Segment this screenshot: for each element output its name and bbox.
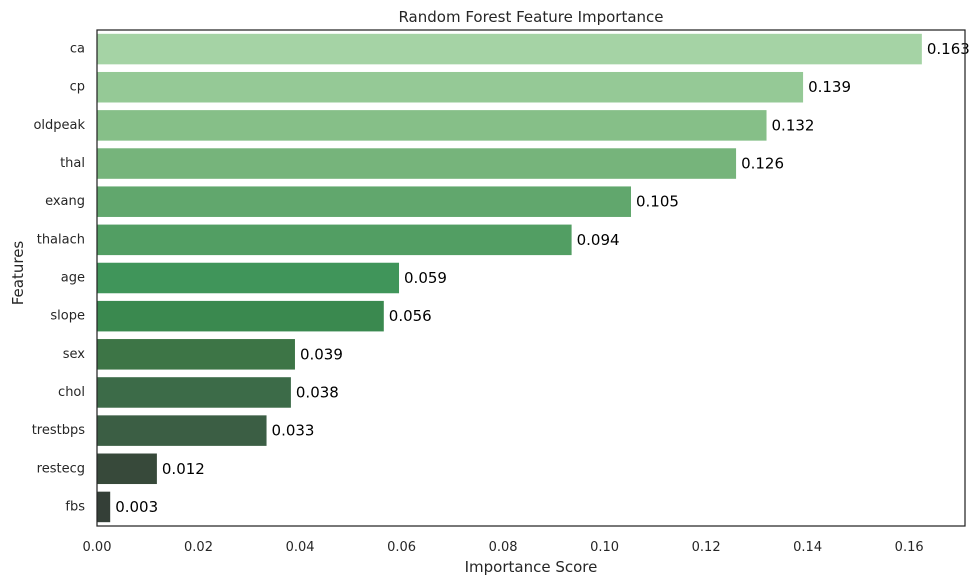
data-label-fbs: 0.003: [115, 498, 158, 516]
bar-slope: [97, 300, 384, 332]
x-tick-label: 0.08: [489, 540, 518, 555]
bar-exang: [97, 186, 631, 217]
data-label-chol: 0.038: [296, 383, 339, 401]
data-label-exang: 0.105: [636, 193, 679, 211]
data-label-sex: 0.039: [300, 345, 343, 363]
y-tick-label-trestbps: trestbps: [32, 423, 86, 438]
bar-sex: [97, 339, 295, 370]
data-label-slope: 0.056: [389, 307, 432, 325]
y-tick-label-sex: sex: [63, 347, 86, 362]
bar-chol: [97, 377, 291, 408]
x-tick-label: 0.16: [895, 540, 924, 555]
x-tick-label: 0.00: [83, 540, 112, 555]
y-axis-label: Features: [9, 241, 27, 306]
data-label-cp: 0.139: [808, 78, 851, 96]
bars-group: [97, 33, 922, 523]
y-tick-label-ca: ca: [70, 42, 85, 57]
y-tick-label-slope: slope: [50, 309, 85, 324]
bar-thal: [97, 148, 737, 179]
y-tick-labels: ca cp oldpeak thal exang thalach age slope sex ch…: [32, 42, 86, 515]
y-tick-label-age: age: [61, 271, 85, 286]
data-label-age: 0.059: [404, 269, 447, 287]
x-tick-label: 0.06: [387, 540, 416, 555]
bar-ca: [97, 33, 922, 65]
y-tick-label-thal: thal: [60, 156, 85, 171]
bar-fbs: [97, 491, 111, 523]
data-labels-group: 0.163 0.139 0.132 0.126 0.105 0.094 0.059 0.056…: [115, 40, 970, 516]
bar-cp: [97, 71, 804, 103]
y-tick-label-thalach: thalach: [37, 232, 85, 247]
bar-age: [97, 262, 400, 294]
data-label-restecg: 0.012: [162, 460, 205, 478]
y-tick-label-chol: chol: [58, 385, 85, 400]
x-tick-label: 0.10: [590, 540, 619, 555]
bar-restecg: [97, 453, 157, 485]
y-tick-label-oldpeak: oldpeak: [33, 118, 85, 133]
data-label-thalach: 0.094: [577, 231, 620, 249]
y-tick-label-cp: cp: [70, 80, 85, 95]
chart-title: Random Forest Feature Importance: [398, 8, 663, 26]
x-tick-label: 0.04: [286, 540, 315, 555]
y-tick-label-exang: exang: [45, 194, 85, 209]
bar-oldpeak: [97, 110, 767, 141]
x-tick-label: 0.14: [793, 540, 822, 555]
x-tick-labels: 0.00 0.02 0.04 0.06 0.08 0.10 0.12 0.14 0.16: [83, 540, 924, 555]
x-tick-label: 0.12: [692, 540, 721, 555]
data-label-oldpeak: 0.132: [772, 116, 815, 134]
y-tick-label-fbs: fbs: [65, 499, 85, 514]
bar-thalach: [97, 224, 572, 256]
x-axis-label: Importance Score: [465, 558, 598, 576]
bar-trestbps: [97, 415, 267, 446]
data-label-trestbps: 0.033: [272, 422, 315, 440]
y-tick-label-restecg: restecg: [37, 461, 85, 476]
data-label-ca: 0.163: [927, 40, 970, 58]
plot-frame: [96, 29, 966, 527]
x-tick-label: 0.02: [184, 540, 213, 555]
data-label-thal: 0.126: [741, 155, 784, 173]
